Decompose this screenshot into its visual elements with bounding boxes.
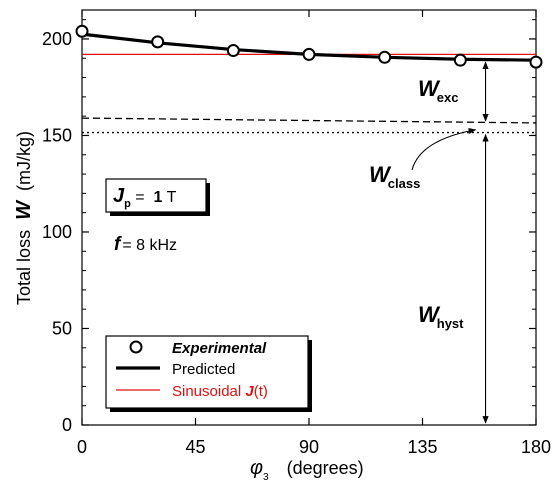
arrows-layer	[411, 61, 489, 424]
w-hyst-subscript: hyst	[437, 316, 464, 331]
experimental-point	[151, 35, 165, 49]
jp-label: Jp = 1 T	[113, 185, 177, 210]
frequency-label: f = 8 kHz	[114, 234, 177, 255]
y-tick-label: 50	[52, 318, 72, 338]
jp-eq: =	[131, 189, 154, 206]
w-class-symbol: W	[369, 162, 392, 187]
legend-items: Experimental Predicted Sinusoidal J(t)	[116, 340, 268, 400]
x-tick-label: 45	[185, 437, 205, 457]
experimental-point	[529, 55, 543, 69]
y-tick-label: 100	[42, 222, 72, 242]
y-axis-symbol: W	[13, 199, 35, 220]
jp-annotation: Jp = 1 T	[105, 178, 210, 216]
x-axis-symbol: φ	[250, 457, 263, 479]
legend-label-text: Experimental	[172, 340, 267, 357]
legend: Experimental Predicted Sinusoidal J(t)	[105, 335, 312, 412]
axes: 0 45 90 135 180 0 50 100 150 200	[42, 10, 551, 457]
w-exc-label: Wexc	[418, 76, 458, 105]
experimental-point	[453, 53, 467, 67]
w-exc-symbol: W	[418, 76, 441, 101]
legend-label-symbol: J	[245, 383, 254, 400]
x-tick-label: 0	[77, 437, 87, 457]
x-axis-subscript: 3	[263, 472, 269, 483]
w-exc-subscript: exc	[437, 90, 459, 105]
w-class-label: Wclass	[369, 162, 420, 191]
w-hyst-label: Whyst	[418, 302, 464, 331]
x-tick-label: 90	[299, 437, 319, 457]
legend-label: Experimental	[172, 340, 267, 357]
legend-label-text: Sinusoidal	[172, 383, 245, 400]
legend-marker-circle	[129, 340, 143, 354]
jp-subscript: p	[124, 198, 131, 210]
x-axis-label: (degrees)	[287, 458, 364, 478]
jp-symbol: J	[113, 185, 125, 207]
experimental-point	[226, 44, 240, 58]
experimental-point	[302, 47, 316, 61]
w-hyst-symbol: W	[418, 302, 441, 327]
legend-label: Sinusoidal J(t)	[172, 383, 268, 400]
series-line	[81, 117, 537, 124]
experimental-point	[378, 50, 392, 64]
w-class-pointer	[411, 127, 477, 171]
y-axis-title: Total loss W (mJ/kg)	[13, 131, 35, 305]
series-layer	[75, 24, 543, 134]
jp-box	[105, 178, 207, 213]
y-tick-label: 200	[42, 29, 72, 49]
x-tick-label: 180	[521, 437, 551, 457]
w-class-subscript: class	[388, 176, 421, 191]
frequency-value: = 8 kHz	[122, 237, 177, 254]
x-axis-title: φ3 (degrees)	[250, 457, 364, 483]
legend-label-text: Predicted	[172, 361, 235, 378]
y-tick-label: 150	[42, 125, 72, 145]
jp-value: 1	[154, 189, 163, 206]
legend-label: Predicted	[172, 361, 235, 378]
x-tick-label: 135	[407, 437, 437, 457]
legend-label-suffix: (t)	[254, 383, 268, 400]
jp-unit: T	[162, 189, 176, 206]
frequency-symbol: f	[114, 234, 122, 255]
y-axis-unit: (mJ/kg)	[14, 131, 34, 191]
experimental-point	[75, 24, 89, 38]
y-axis-label: Total loss	[14, 230, 34, 305]
y-tick-label: 0	[62, 415, 72, 435]
